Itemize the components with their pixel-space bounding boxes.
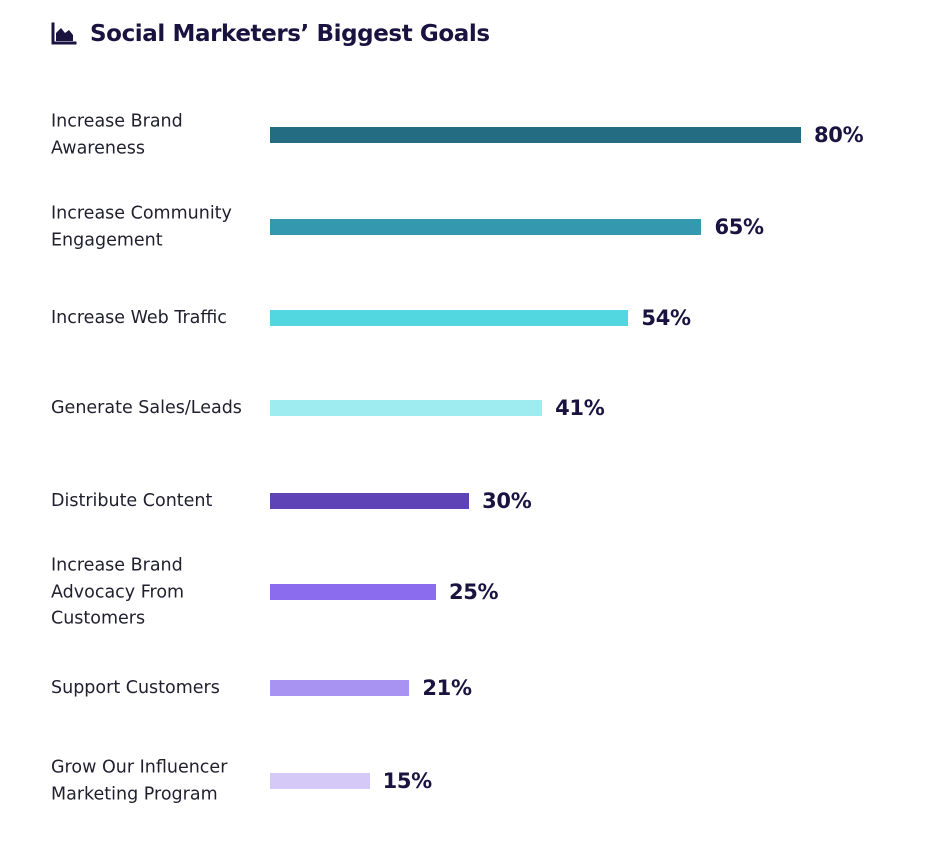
value-label: 41% (555, 396, 605, 420)
value-label: 21% (422, 676, 472, 700)
value-label: 80% (814, 123, 864, 147)
bar (270, 680, 410, 696)
value-label: 65% (714, 215, 764, 239)
category-label: Increase Web Traffic (51, 307, 227, 328)
value-label: 30% (482, 489, 532, 513)
bar (270, 219, 702, 235)
category-label: Grow Our Influencer Marketing Program (51, 757, 228, 805)
category-label: Support Customers (51, 677, 220, 698)
category-label: Increase Community Engagement (51, 203, 232, 251)
chart-header: Social Marketers’ Biggest Goals (50, 17, 490, 51)
bar (270, 127, 801, 143)
category-label: Distribute Content (51, 490, 213, 511)
area-chart-icon (51, 22, 77, 45)
value-label: 15% (382, 769, 433, 793)
category-label: Generate Sales/Leads (51, 397, 242, 418)
bar (270, 493, 470, 509)
bar (270, 310, 629, 326)
bar (270, 584, 436, 600)
category-label: Increase Brand Awareness (51, 111, 183, 159)
chart-title: Social Marketers’ Biggest Goals (90, 21, 490, 47)
value-label: 25% (448, 580, 499, 604)
value-label: 54% (641, 306, 691, 330)
bar (270, 773, 370, 789)
category-label: Increase Brand Advocacy From Customers (51, 555, 185, 629)
bar (270, 400, 543, 416)
